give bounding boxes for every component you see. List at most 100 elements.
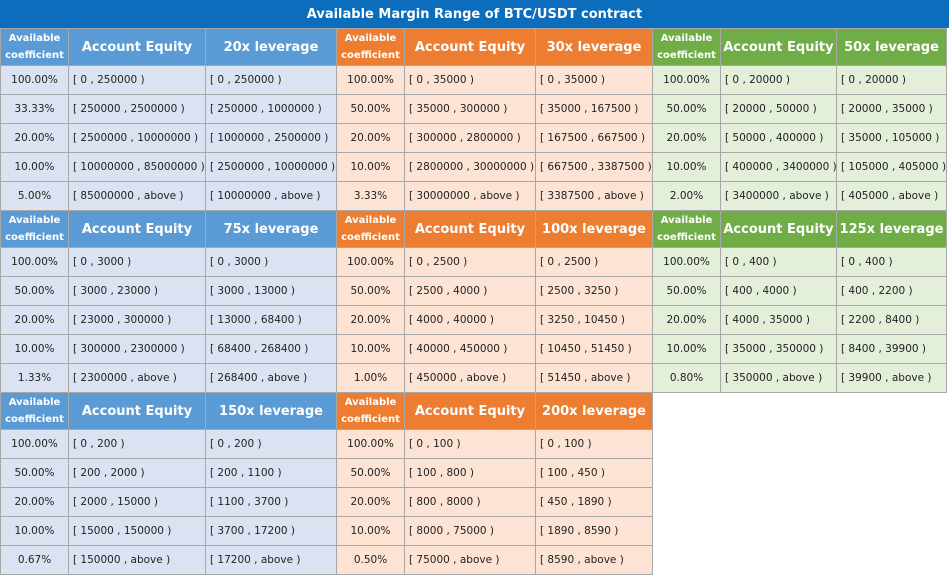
equity-range-cell: [ 0 , 2500 ) <box>404 247 536 277</box>
equity-range-cell: [ 2000 , 15000 ) <box>68 487 206 517</box>
leverage-range-cell: [ 3250 , 10450 ) <box>535 305 653 335</box>
coefficient-cell: 10.00% <box>652 152 721 182</box>
table-header-row: Available coefficient Account Equity 100x l… <box>336 210 653 248</box>
account-equity-header: Account Equity <box>68 28 206 66</box>
leverage-range-cell: [ 8590 , above ) <box>535 545 653 575</box>
coefficient-cell: 0.50% <box>336 545 405 575</box>
equity-range-cell: [ 4000 , 40000 ) <box>404 305 536 335</box>
equity-range-cell: [ 0 , 100 ) <box>404 429 536 459</box>
table-row: 100.00%[ 0 , 3000 )[ 0 , 3000 ) <box>0 247 337 277</box>
table-row: 20.00%[ 23000 , 300000 )[ 13000 , 68400 … <box>0 305 337 335</box>
equity-range-cell: [ 350000 , above ) <box>720 363 837 393</box>
table-row: 50.00%[ 2500 , 4000 )[ 2500 , 3250 ) <box>336 276 653 306</box>
account-equity-header: Account Equity <box>404 28 536 66</box>
account-equity-header: Account Equity <box>404 210 536 248</box>
coefficient-header-line2: coefficient <box>657 232 716 243</box>
coefficient-header: Available coefficient <box>0 210 69 248</box>
table-row: 20.00%[ 300000 , 2800000 )[ 167500 , 667… <box>336 123 653 153</box>
coefficient-cell: 0.80% <box>652 363 721 393</box>
equity-range-cell: [ 0 , 400 ) <box>720 247 837 277</box>
leverage-range-cell: [ 1000000 , 2500000 ) <box>205 123 337 153</box>
coefficient-cell: 50.00% <box>0 458 69 488</box>
leverage-range-cell: [ 0 , 100 ) <box>535 429 653 459</box>
coefficient-cell: 50.00% <box>336 94 405 124</box>
coefficient-header: Available coefficient <box>0 392 69 430</box>
coefficient-cell: 100.00% <box>336 247 405 277</box>
margin-table-150x: Available coefficient Account Equity 150x l… <box>0 392 337 575</box>
equity-range-cell: [ 8000 , 75000 ) <box>404 516 536 546</box>
equity-range-cell: [ 20000 , 50000 ) <box>720 94 837 124</box>
table-row: 10.00%[ 400000 , 3400000 )[ 105000 , 405… <box>652 152 947 182</box>
table-row: 10.00%[ 15000 , 150000 )[ 3700 , 17200 ) <box>0 516 337 546</box>
coefficient-cell: 20.00% <box>336 487 405 517</box>
coefficient-header-line2: coefficient <box>657 50 716 61</box>
table-row: 100.00%[ 0 , 250000 )[ 0 , 250000 ) <box>0 65 337 95</box>
table-header-row: Available coefficient Account Equity 30x le… <box>336 28 653 66</box>
equity-range-cell: [ 2300000 , above ) <box>68 363 206 393</box>
coefficient-cell: 100.00% <box>336 65 405 95</box>
equity-range-cell: [ 35000 , 350000 ) <box>720 334 837 364</box>
leverage-range-cell: [ 0 , 200 ) <box>205 429 337 459</box>
leverage-range-cell: [ 0 , 2500 ) <box>535 247 653 277</box>
table-row: 100.00%[ 0 , 200 )[ 0 , 200 ) <box>0 429 337 459</box>
equity-range-cell: [ 10000000 , 85000000 ) <box>68 152 206 182</box>
coefficient-header-line2: coefficient <box>341 232 400 243</box>
leverage-range-cell: [ 3700 , 17200 ) <box>205 516 337 546</box>
table-row: 50.00%[ 35000 , 300000 )[ 35000 , 167500… <box>336 94 653 124</box>
table-row: 100.00%[ 0 , 400 )[ 0 , 400 ) <box>652 247 947 277</box>
leverage-range-cell: [ 0 , 400 ) <box>836 247 947 277</box>
coefficient-header-line1: Available <box>8 215 61 226</box>
leverage-range-cell: [ 250000 , 1000000 ) <box>205 94 337 124</box>
equity-range-cell: [ 100 , 800 ) <box>404 458 536 488</box>
equity-range-cell: [ 15000 , 150000 ) <box>68 516 206 546</box>
equity-range-cell: [ 2500 , 4000 ) <box>404 276 536 306</box>
leverage-range-cell: [ 10000000 , above ) <box>205 181 337 211</box>
coefficient-cell: 10.00% <box>0 152 69 182</box>
coefficient-header-line1: Available <box>660 215 713 226</box>
leverage-range-cell: [ 68400 , 268400 ) <box>205 334 337 364</box>
coefficient-cell: 5.00% <box>0 181 69 211</box>
coefficient-header: Available coefficient <box>336 210 405 248</box>
table-row: 20.00%[ 4000 , 40000 )[ 3250 , 10450 ) <box>336 305 653 335</box>
leverage-header: 150x leverage <box>205 392 337 430</box>
table-row: 10.00%[ 8000 , 75000 )[ 1890 , 8590 ) <box>336 516 653 546</box>
leverage-range-cell: [ 13000 , 68400 ) <box>205 305 337 335</box>
account-equity-header: Account Equity <box>720 210 837 248</box>
leverage-range-cell: [ 1100 , 3700 ) <box>205 487 337 517</box>
table-row: 50.00%[ 200 , 2000 )[ 200 , 1100 ) <box>0 458 337 488</box>
table-row: 0.80%[ 350000 , above )[ 39900 , above ) <box>652 363 947 393</box>
table-row: 20.00%[ 2500000 , 10000000 )[ 1000000 , … <box>0 123 337 153</box>
coefficient-header: Available coefficient <box>336 392 405 430</box>
equity-range-cell: [ 450000 , above ) <box>404 363 536 393</box>
leverage-header: 200x leverage <box>535 392 653 430</box>
coefficient-header: Available coefficient <box>0 28 69 66</box>
equity-range-cell: [ 800 , 8000 ) <box>404 487 536 517</box>
coefficient-header-line1: Available <box>344 215 397 226</box>
table-header-row: Available coefficient Account Equity 75x le… <box>0 210 337 248</box>
margin-table-200x: Available coefficient Account Equity 200x l… <box>336 392 653 575</box>
leverage-range-cell: [ 0 , 250000 ) <box>205 65 337 95</box>
table-header-row: Available coefficient Account Equity 150x l… <box>0 392 337 430</box>
table-row: 100.00%[ 0 , 20000 )[ 0 , 20000 ) <box>652 65 947 95</box>
leverage-range-cell: [ 268400 , above ) <box>205 363 337 393</box>
coefficient-cell: 20.00% <box>0 305 69 335</box>
equity-range-cell: [ 200 , 2000 ) <box>68 458 206 488</box>
coefficient-cell: 33.33% <box>0 94 69 124</box>
equity-range-cell: [ 400000 , 3400000 ) <box>720 152 837 182</box>
leverage-range-cell: [ 2200 , 8400 ) <box>836 305 947 335</box>
leverage-range-cell: [ 2500000 , 10000000 ) <box>205 152 337 182</box>
coefficient-cell: 20.00% <box>652 305 721 335</box>
table-row: 33.33%[ 250000 , 2500000 )[ 250000 , 100… <box>0 94 337 124</box>
leverage-range-cell: [ 1890 , 8590 ) <box>535 516 653 546</box>
coefficient-cell: 1.33% <box>0 363 69 393</box>
leverage-range-cell: [ 20000 , 35000 ) <box>836 94 947 124</box>
equity-range-cell: [ 400 , 4000 ) <box>720 276 837 306</box>
table-row: 20.00%[ 2000 , 15000 )[ 1100 , 3700 ) <box>0 487 337 517</box>
equity-range-cell: [ 2800000 , 30000000 ) <box>404 152 536 182</box>
coefficient-header-line1: Available <box>8 397 61 408</box>
leverage-header: 125x leverage <box>836 210 947 248</box>
equity-range-cell: [ 23000 , 300000 ) <box>68 305 206 335</box>
margin-table-75x: Available coefficient Account Equity 75x le… <box>0 210 337 393</box>
coefficient-cell: 100.00% <box>652 247 721 277</box>
table-row: 10.00%[ 300000 , 2300000 )[ 68400 , 2684… <box>0 334 337 364</box>
